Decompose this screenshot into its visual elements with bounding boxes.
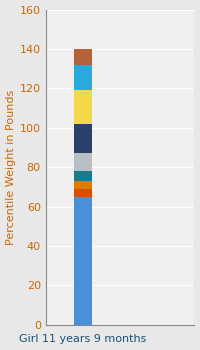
Bar: [74, 171, 92, 181]
Bar: [74, 153, 92, 171]
Y-axis label: Percentile Weight in Pounds: Percentile Weight in Pounds: [6, 90, 16, 245]
Bar: [74, 189, 92, 197]
Bar: [74, 181, 92, 189]
Bar: [74, 197, 92, 325]
Bar: [74, 49, 92, 65]
Bar: [74, 124, 92, 153]
Bar: [74, 90, 92, 124]
Bar: [74, 65, 92, 90]
